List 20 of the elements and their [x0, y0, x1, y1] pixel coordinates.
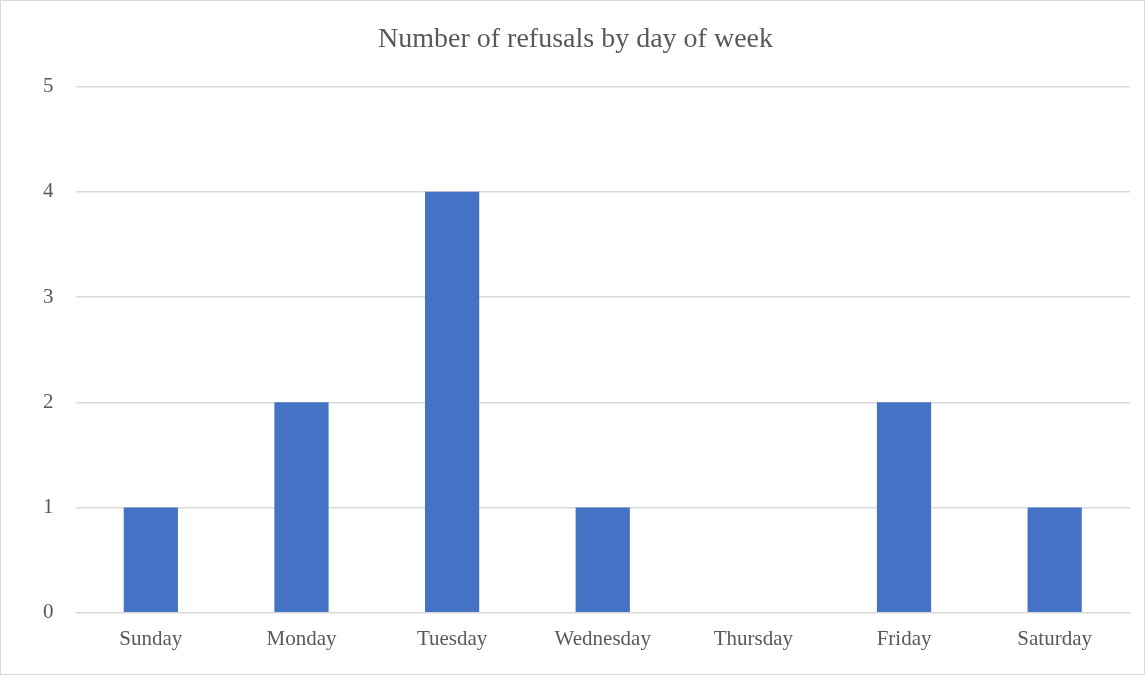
y-tick-label: 2	[43, 388, 54, 413]
x-tick-label: Monday	[266, 625, 337, 650]
x-tick-label: Thursday	[713, 625, 794, 650]
chart-title: Number of refusals by day of week	[378, 22, 773, 54]
bar	[575, 507, 630, 613]
x-tick-label: Friday	[876, 625, 932, 650]
x-tick-label: Saturday	[1017, 625, 1093, 650]
bar	[1027, 507, 1082, 613]
y-tick-label: 1	[43, 494, 54, 519]
bar	[123, 507, 178, 613]
bar	[876, 402, 932, 613]
x-tick-label: Sunday	[119, 625, 183, 650]
bar	[424, 191, 480, 613]
bar	[274, 402, 329, 613]
y-tick-label: 0	[43, 599, 54, 624]
y-tick-label: 5	[43, 73, 54, 98]
y-tick-label: 4	[43, 178, 54, 203]
x-tick-label: Wednesday	[554, 625, 652, 650]
y-tick-label: 3	[43, 283, 54, 308]
x-tick-label: Tuesday	[416, 625, 488, 650]
